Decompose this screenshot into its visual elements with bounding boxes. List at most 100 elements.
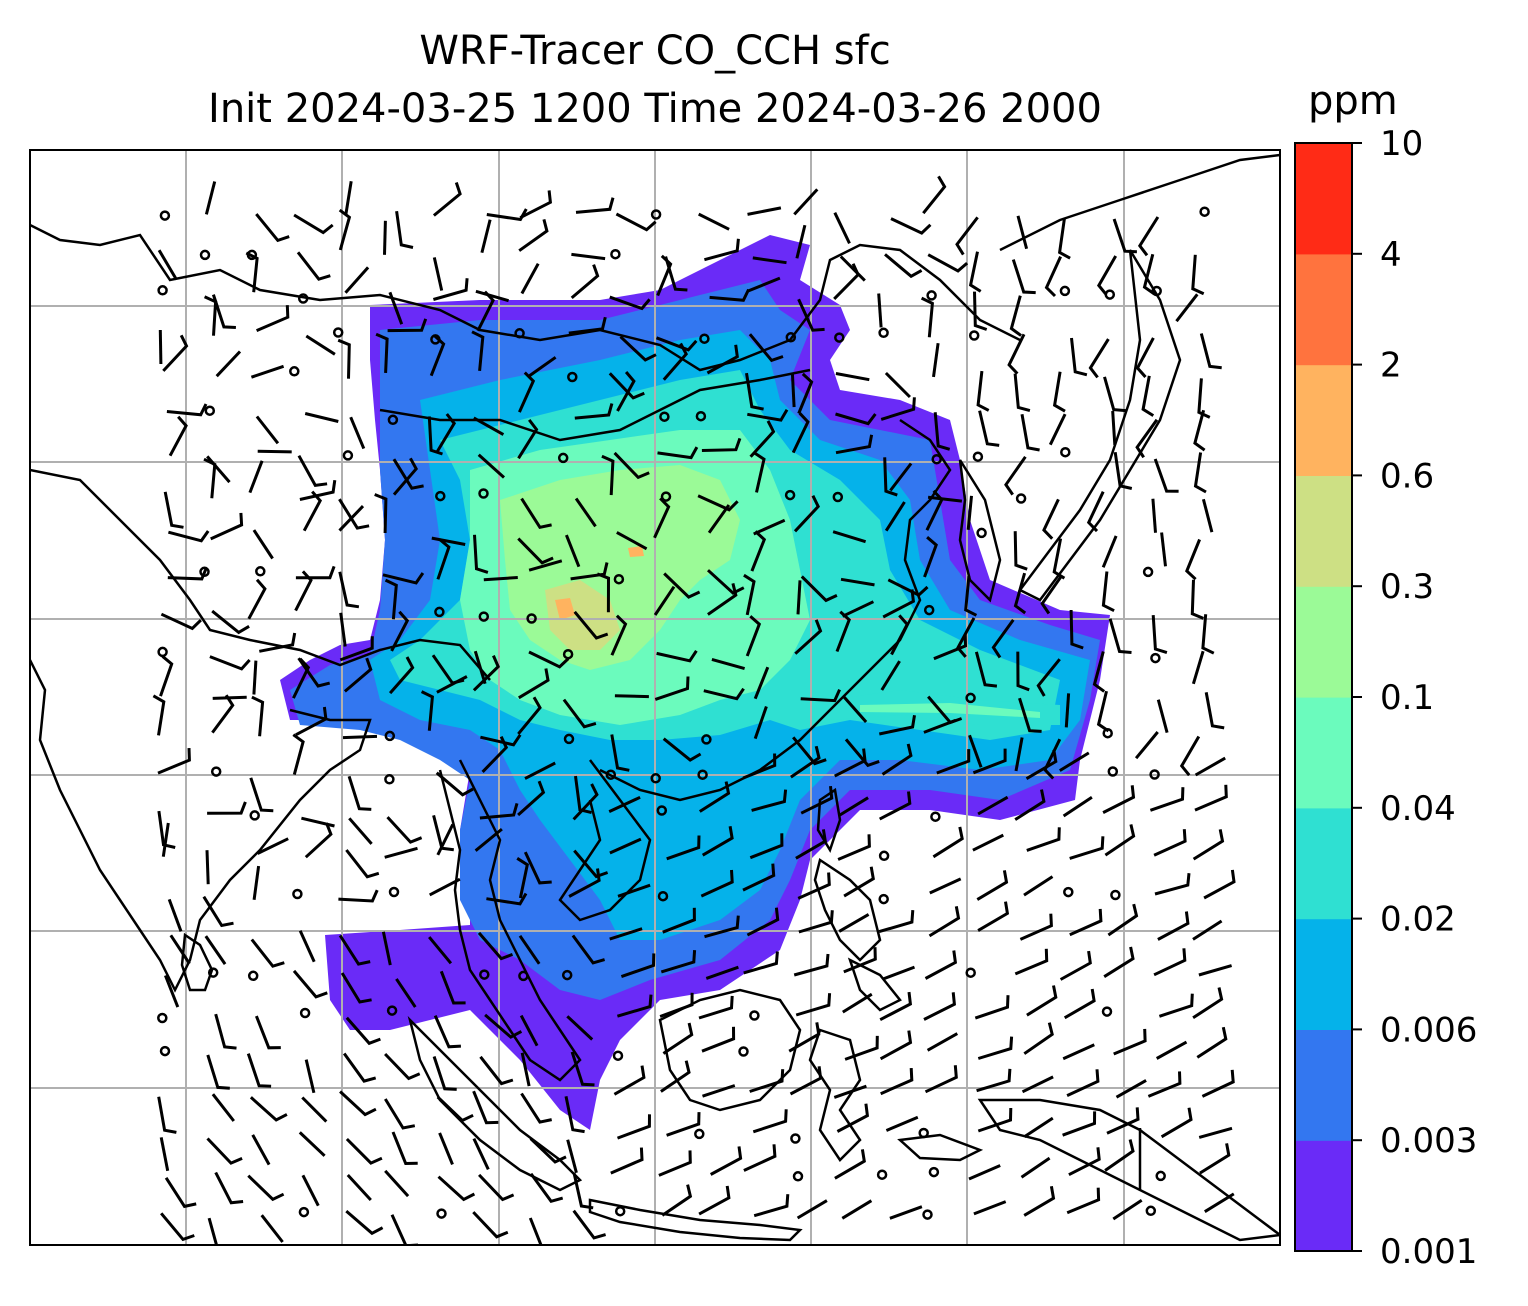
wind-barb-414 xyxy=(429,877,461,897)
wind-barb-61 xyxy=(747,276,781,293)
calm-wind-circle-483 xyxy=(299,1007,311,1019)
calm-wind-circle-357 xyxy=(1107,766,1119,777)
calm-wind-circle-238 xyxy=(1142,566,1154,578)
wind-barb-157 xyxy=(749,420,776,458)
wind-barb-381 xyxy=(1102,785,1136,814)
wind-barb-426 xyxy=(976,870,1009,901)
wind-barb-545 xyxy=(924,1065,958,1094)
wind-barb-214 xyxy=(1160,532,1167,567)
wind-barb-206 xyxy=(793,495,821,533)
wind-barb-585 xyxy=(572,1172,594,1210)
wind-barb-433 xyxy=(204,935,227,965)
wind-barb-551 xyxy=(1201,1069,1235,1098)
wind-barb-195 xyxy=(302,490,323,532)
wind-barb-230 xyxy=(800,575,838,603)
wind-barb-269 xyxy=(390,610,410,652)
colorbar-tick-label-9: 4 xyxy=(1380,235,1402,275)
wind-barb-452 xyxy=(1069,908,1103,937)
wind-barb-12 xyxy=(698,212,730,231)
calm-wind-circle-569 xyxy=(918,1127,929,1139)
border-north xyxy=(30,223,1021,372)
calm-wind-circle-429 xyxy=(1110,889,1121,901)
wind-barb-384 xyxy=(161,822,170,857)
coastline-russia-east xyxy=(999,153,1280,252)
field-band-7 xyxy=(555,598,575,620)
wind-barb-523 xyxy=(1023,1022,1054,1055)
wind-barb-298 xyxy=(614,694,649,699)
wind-barb-254 xyxy=(796,580,802,615)
wind-barb-567 xyxy=(836,1103,870,1133)
calm-wind-circle-148 xyxy=(342,450,354,461)
wind-barb-562 xyxy=(616,1114,651,1140)
calm-wind-circle-465 xyxy=(561,969,573,981)
colorbar-segment-7 xyxy=(1295,364,1352,476)
calm-wind-circle-371 xyxy=(656,805,668,816)
colorbar-tick-label-1: 0.003 xyxy=(1380,1121,1477,1161)
wind-barb-266 xyxy=(259,632,297,653)
wind-barb-118 xyxy=(1141,375,1155,417)
wind-barb-204 xyxy=(707,504,731,534)
wind-barb-181 xyxy=(753,451,766,493)
wind-barb-198 xyxy=(431,536,466,546)
wind-barb-137 xyxy=(933,412,951,451)
calm-wind-circle-501 xyxy=(1101,1006,1113,1017)
wind-barb-41 xyxy=(927,253,969,273)
colorbar-segment-1 xyxy=(1295,1029,1352,1141)
wind-barb-526 xyxy=(1155,1040,1188,1060)
colorbar-unit-label: ppm xyxy=(1308,78,1398,124)
wind-barb-365 xyxy=(386,816,423,844)
wind-barb-165 xyxy=(1113,451,1133,490)
wind-barb-243 xyxy=(294,570,313,612)
wind-barb-91 xyxy=(1007,333,1026,375)
colorbar-tick-label-4: 0.04 xyxy=(1380,789,1456,829)
wind-barb-288 xyxy=(159,655,174,697)
wind-barb-503 xyxy=(1192,987,1224,1020)
wind-barb-453 xyxy=(1107,903,1139,937)
wind-barb-607 xyxy=(472,1211,509,1239)
concentration-field xyxy=(280,235,1110,1130)
wind-barb-549 xyxy=(1115,1079,1147,1099)
wind-barb-420 xyxy=(700,869,734,898)
wind-barb-353 xyxy=(936,749,971,775)
wind-barb-111 xyxy=(835,372,870,382)
calm-wind-circle-358 xyxy=(1149,769,1160,780)
wind-barb-225 xyxy=(570,562,609,581)
wind-barb-417 xyxy=(568,868,601,898)
wind-barb-259 xyxy=(991,619,1015,659)
wind-barb-459 xyxy=(292,969,328,999)
wind-barb-36 xyxy=(704,238,740,262)
wind-barb-39 xyxy=(839,255,866,282)
wind-barb-3 xyxy=(293,213,334,235)
wind-barb-222 xyxy=(436,538,451,580)
wind-barb-620 xyxy=(1066,1187,1101,1215)
wind-barb-575 xyxy=(1198,1126,1233,1139)
wind-barb-490 xyxy=(616,994,653,1018)
coastline-japan xyxy=(1018,249,1182,602)
colorbar-tick-label-0: 0.001 xyxy=(1380,1232,1477,1272)
wind-barb-261 xyxy=(1108,618,1132,654)
calm-wind-circle-419 xyxy=(657,890,669,902)
wind-barb-456 xyxy=(164,974,180,1008)
wind-barb-534 xyxy=(436,1095,474,1123)
wind-barb-101 xyxy=(375,332,389,373)
wind-barb-151 xyxy=(477,453,506,479)
wind-barb-156 xyxy=(701,437,742,452)
wind-barb-135 xyxy=(835,412,877,426)
wind-barb-336 xyxy=(157,748,191,775)
map-plot-area xyxy=(30,150,1280,1245)
wind-barb-355 xyxy=(1025,749,1058,780)
wind-barb-444 xyxy=(704,915,740,939)
wind-barb-530 xyxy=(249,1096,288,1122)
wind-barb-573 xyxy=(1106,1107,1140,1135)
wind-barb-145 xyxy=(206,455,231,484)
wind-barb-52 xyxy=(344,266,370,294)
wind-barb-441 xyxy=(571,934,606,965)
wind-barb-331 xyxy=(1014,737,1024,772)
calm-wind-circle-125 xyxy=(387,414,399,426)
field-band-7b xyxy=(628,546,644,557)
wind-barb-383 xyxy=(1194,784,1228,812)
calm-wind-circle-606 xyxy=(436,1208,447,1219)
wind-barb-239 xyxy=(1190,579,1204,620)
wind-barb-513 xyxy=(570,1051,595,1087)
wind-barb-409 xyxy=(202,895,234,928)
